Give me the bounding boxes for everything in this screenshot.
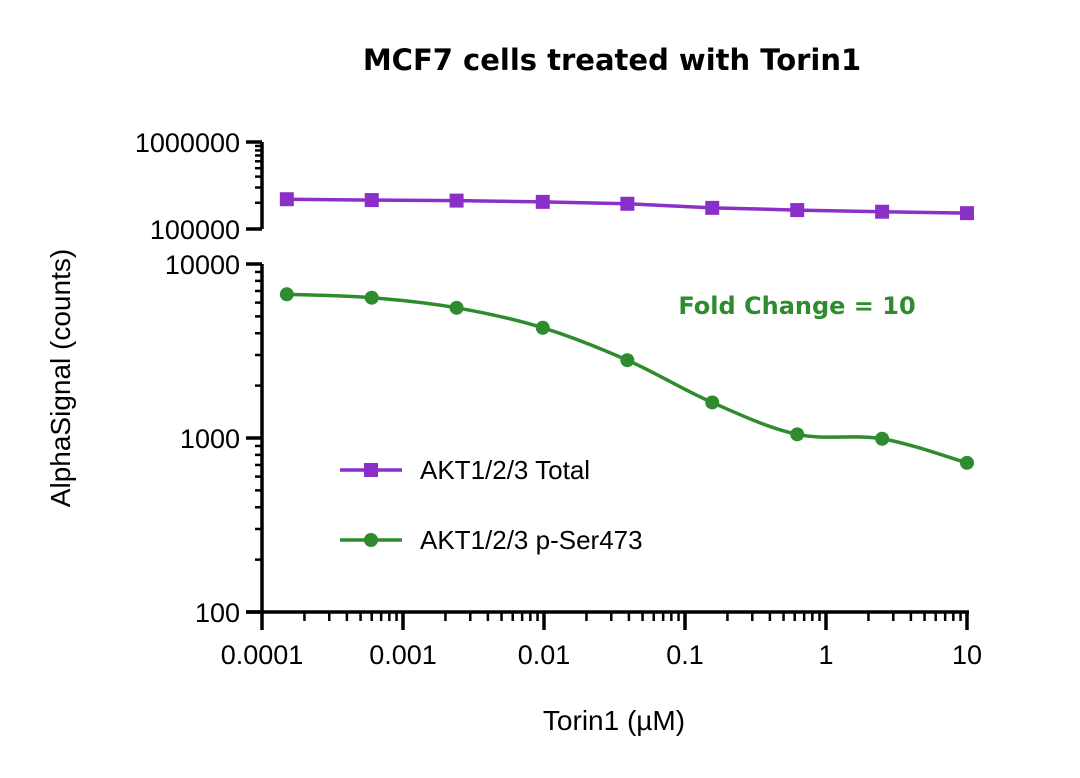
y-tick-label: 1000	[180, 424, 240, 454]
data-point	[960, 206, 974, 221]
legend-label: AKT1/2/3 Total	[420, 455, 590, 485]
data-point	[620, 353, 635, 368]
y-tick-label: 100000	[150, 215, 240, 245]
y-tick-label: 100	[195, 598, 240, 628]
legend-item: AKT1/2/3 Total	[340, 455, 590, 485]
x-tick-label: 0.01	[518, 640, 571, 670]
y-tick-label: 10000	[165, 250, 240, 280]
data-point	[790, 427, 805, 442]
legend-marker	[364, 463, 378, 477]
data-point	[535, 320, 550, 335]
data-point	[705, 395, 720, 410]
data-point	[279, 192, 294, 207]
data-point	[279, 287, 294, 302]
legend-label: AKT1/2/3 p-Ser473	[420, 525, 643, 555]
data-point	[364, 290, 379, 305]
data-point	[960, 455, 974, 470]
chart-title: MCF7 cells treated with Torin1	[363, 43, 861, 77]
axes: 100000 1000000 100 1000 10000 0.0001 0.001 0.01…	[135, 128, 982, 670]
data-point	[449, 193, 464, 208]
data-point	[620, 196, 635, 211]
data-point	[790, 203, 805, 218]
data-point	[364, 193, 379, 208]
x-tick-label: 10	[952, 640, 982, 670]
x-tick-label: 0.0001	[221, 640, 304, 670]
series-2	[279, 287, 974, 470]
x-tick-label: 1	[818, 640, 833, 670]
series-1	[279, 192, 974, 221]
y-tick-label: 1000000	[135, 128, 240, 158]
legend-item: AKT1/2/3 p-Ser473	[340, 525, 643, 555]
x-tick-label: 0.001	[369, 640, 437, 670]
legend: AKT1/2/3 Total AKT1/2/3 p-Ser473	[340, 455, 643, 555]
data-point	[705, 200, 720, 215]
y-axis-label: AlphaSignal (counts)	[45, 249, 76, 507]
x-axis-label: Torin1 (µM)	[543, 705, 685, 736]
x-tick-label: 0.1	[666, 640, 704, 670]
fold-change-annotation: Fold Change = 10	[678, 292, 915, 320]
data-point	[449, 300, 464, 315]
data-point	[875, 204, 890, 219]
data-point	[875, 431, 890, 446]
legend-marker	[364, 533, 378, 547]
series-layer	[279, 192, 974, 470]
data-point	[535, 194, 550, 209]
